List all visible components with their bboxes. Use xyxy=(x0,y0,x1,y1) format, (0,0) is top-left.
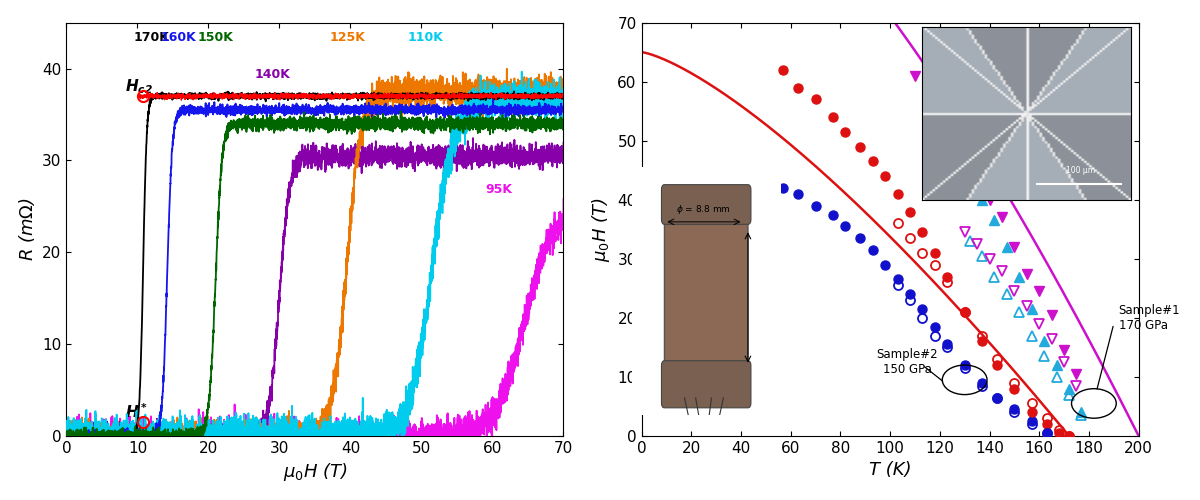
Text: 140K: 140K xyxy=(254,68,290,81)
Y-axis label: R (m$\Omega$): R (m$\Omega$) xyxy=(17,198,37,261)
Text: $\bfit{H}_{c2}$: $\bfit{H}_{c2}$ xyxy=(125,78,154,96)
Text: 125K: 125K xyxy=(329,31,365,44)
Y-axis label: $\mu_0H$ (T): $\mu_0H$ (T) xyxy=(589,197,612,262)
Text: 95K: 95K xyxy=(485,182,512,196)
X-axis label: T (K): T (K) xyxy=(869,462,911,479)
Text: Sample#2
150 GPa: Sample#2 150 GPa xyxy=(877,348,938,376)
Text: 170K: 170K xyxy=(134,31,169,44)
Text: 160K: 160K xyxy=(160,31,196,44)
Text: $\bfit{H}^*$: $\bfit{H}^*$ xyxy=(125,402,148,420)
X-axis label: $\mu_0H$ (T): $\mu_0H$ (T) xyxy=(283,462,347,483)
Text: Sample#1
170 GPa: Sample#1 170 GPa xyxy=(1118,304,1181,332)
Text: 150K: 150K xyxy=(198,31,234,44)
Text: 110K: 110K xyxy=(407,31,443,44)
